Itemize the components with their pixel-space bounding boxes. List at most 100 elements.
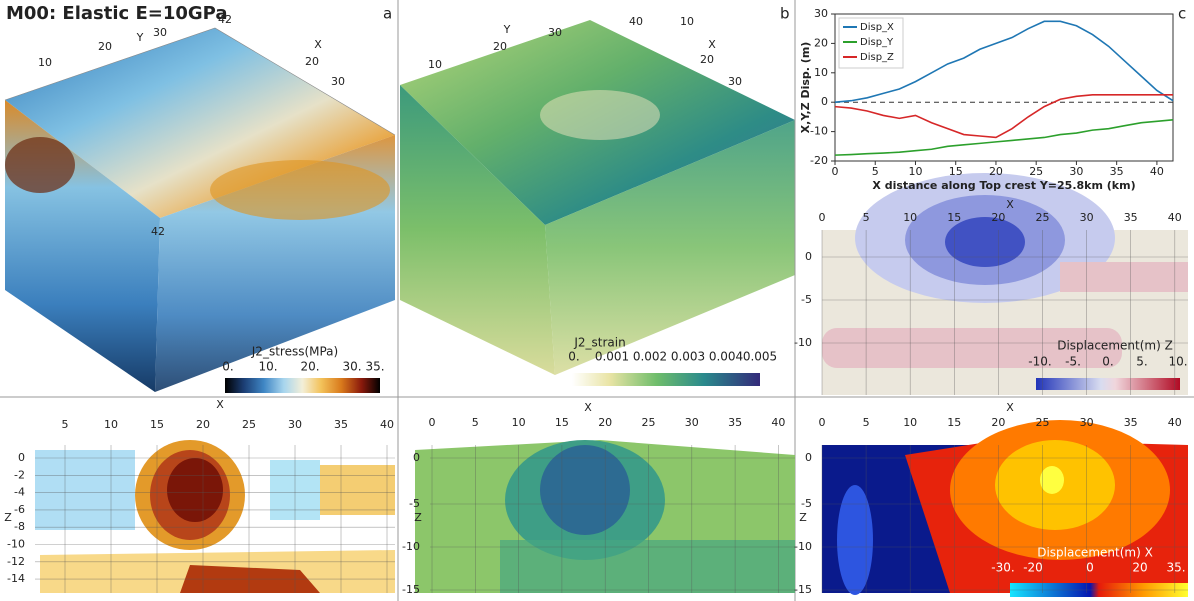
axis-tick-label: 20 <box>305 55 319 68</box>
z-tick-label: -15 <box>794 583 812 596</box>
colorbar-label: 0.004 <box>709 350 743 364</box>
z-tick-label: -10 <box>794 540 812 553</box>
z-tick-label: -5 <box>801 293 812 306</box>
axis-tick-label: 42 <box>151 225 165 238</box>
axis-tick-label: 40 <box>629 15 643 28</box>
colorbar-title: J2_strain <box>573 336 625 350</box>
x-tick-label: 15 <box>949 165 963 178</box>
z-tick-label: -8 <box>14 520 25 533</box>
axis-tick-label: 10 <box>38 56 52 69</box>
x-tick-label: 35 <box>1124 416 1138 429</box>
axis-label: Z <box>4 511 12 524</box>
colorbar-label: 0.005 <box>743 350 777 364</box>
y-tick-label: 30 <box>814 7 828 20</box>
z-tick-label: -4 <box>14 486 25 499</box>
z-tick-label: 0 <box>413 451 420 464</box>
x-tick-label: 0 <box>819 211 826 224</box>
data-line <box>834 94 1173 139</box>
axis-label: Y <box>136 31 144 44</box>
data-line <box>834 20 1174 103</box>
z-tick-label: -2 <box>14 468 25 481</box>
x-tick-label: 25 <box>642 416 656 429</box>
x-tick-label: 5 <box>863 416 870 429</box>
colorbar-label: 10. <box>258 360 277 374</box>
panel-label: b <box>780 5 790 23</box>
x-tick-label: 5 <box>62 418 69 431</box>
x-tick-label: 20 <box>598 416 612 429</box>
colorbar-label: 0.001 <box>595 350 629 364</box>
z-tick-label: 0 <box>18 451 25 464</box>
y-tick-label: -10 <box>810 125 828 138</box>
colorbar-title: Displacement(m) Z <box>1057 339 1173 353</box>
axis-label: X <box>584 401 592 414</box>
axis-tick-label: 20 <box>493 40 507 53</box>
x-tick-label: 40 <box>380 418 394 431</box>
data-line <box>834 119 1174 156</box>
z-tick-label: -10 <box>794 336 812 349</box>
legend-label: Disp_Z <box>860 52 894 63</box>
axis-tick-label: 10 <box>680 15 694 28</box>
axis-label: Y <box>503 23 511 36</box>
x-tick-label: 5 <box>472 416 479 429</box>
x-tick-label: 0 <box>819 416 826 429</box>
figure-title: M00: Elastic E=10GPa <box>6 3 228 24</box>
x-tick-label: 35 <box>334 418 348 431</box>
colorbar-label: 0. <box>568 350 579 364</box>
axis-tick-label: 30 <box>153 26 167 39</box>
z-tick-label: 0 <box>805 451 812 464</box>
x-tick-label: 15 <box>150 418 164 431</box>
x-tick-label: 20 <box>991 416 1005 429</box>
panel-b-3d <box>400 20 795 375</box>
colorbar-label: -30. <box>991 561 1014 575</box>
axis-tick-label: 20 <box>700 53 714 66</box>
axis-tick-label: 20 <box>98 40 112 53</box>
colorbar-title: J2_stress(MPa) <box>251 345 338 359</box>
colorbar-title: Displacement(m) X <box>1037 546 1153 560</box>
x-tick-label: 25 <box>1029 165 1043 178</box>
colorbar-label: -10. <box>1028 355 1051 369</box>
y-axis-label: X,Y,Z Disp. (m) <box>799 42 812 134</box>
x-tick-label: 40 <box>1168 211 1182 224</box>
z-tick-label: -5 <box>801 497 812 510</box>
axis-tick-label: 42 <box>218 13 232 26</box>
section-cx-field <box>822 420 1188 595</box>
axis-tick-label: 30 <box>728 75 742 88</box>
axis-tick-label: 30 <box>548 26 562 39</box>
x-tick-label: 35 <box>1110 165 1124 178</box>
colorbar-label: 0 <box>1086 561 1094 575</box>
x-tick-label: 5 <box>872 165 879 178</box>
x-tick-label: 30 <box>1080 211 1094 224</box>
colorbar-label: 0. <box>222 360 233 374</box>
z-tick-label: -14 <box>7 572 25 585</box>
z-tick-label: -5 <box>409 497 420 510</box>
colorbar-label: 5. <box>1136 355 1147 369</box>
y-tick-label: 0 <box>821 95 828 108</box>
x-tick-label: 30 <box>1080 416 1094 429</box>
colorbar-label: 0.002 <box>633 350 667 364</box>
x-tick-label: 40 <box>1150 165 1164 178</box>
axis-label: X <box>216 398 224 411</box>
section-cz-field <box>822 173 1188 395</box>
legend-label: Disp_Y <box>860 37 894 48</box>
x-tick-label: 35 <box>728 416 742 429</box>
axis-label: X <box>1006 198 1014 211</box>
x-tick-label: 30 <box>1069 165 1083 178</box>
x-tick-label: 15 <box>947 416 961 429</box>
x-tick-label: 15 <box>555 416 569 429</box>
colorbar-label: 35. <box>1166 561 1185 575</box>
panel-label: c <box>1178 5 1186 23</box>
x-tick-label: 30 <box>685 416 699 429</box>
z-tick-label: 0 <box>805 250 812 263</box>
z-tick-label: -10 <box>7 538 25 551</box>
x-tick-label: 10 <box>104 418 118 431</box>
colorbar-label: -20 <box>1023 561 1043 575</box>
axis-label: X <box>1006 401 1014 414</box>
x-axis-label: X distance along Top crest Y=25.8km (km) <box>872 179 1135 192</box>
x-tick-label: 10 <box>908 165 922 178</box>
x-tick-label: 0 <box>429 416 436 429</box>
x-tick-label: 40 <box>1168 416 1182 429</box>
panel-a-3d <box>4 27 396 392</box>
x-tick-label: 20 <box>989 165 1003 178</box>
